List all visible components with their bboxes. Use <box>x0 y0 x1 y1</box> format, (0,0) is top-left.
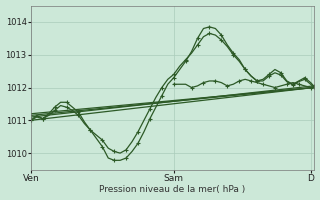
X-axis label: Pression niveau de la mer( hPa ): Pression niveau de la mer( hPa ) <box>99 185 245 194</box>
